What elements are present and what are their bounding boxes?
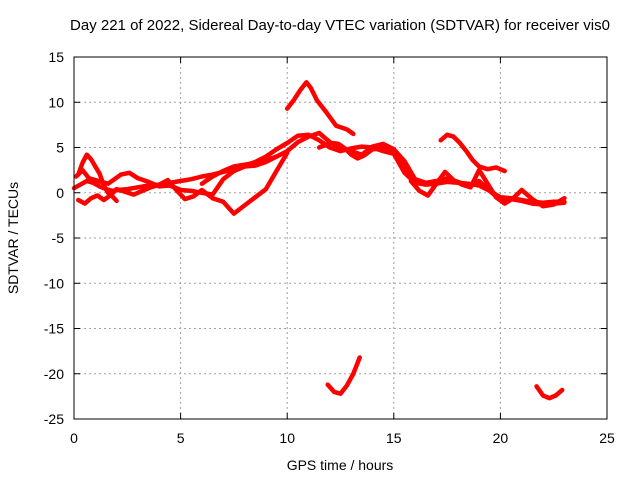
series-line-arc-1: [71, 132, 567, 205]
chart-title: Day 221 of 2022, Sidereal Day-to-day VTE…: [70, 17, 610, 34]
y-tick-label: 10: [48, 94, 64, 110]
y-axis-label: SDTVAR / TECUs: [5, 182, 21, 294]
x-tick-label: 0: [70, 430, 78, 446]
series-line-arc-9: [438, 132, 507, 174]
x-axis-label: GPS time / hours: [287, 457, 394, 473]
y-tick-label: 5: [56, 140, 64, 156]
series-line-arc-6: [284, 80, 356, 137]
series-line-arc-3: [76, 150, 290, 216]
x-tick-label: 25: [599, 430, 615, 446]
y-tick-label: -15: [44, 321, 64, 337]
series-line-arc-4: [76, 152, 119, 204]
y-tick-label: 15: [48, 49, 64, 65]
y-tick-label: -5: [52, 230, 65, 246]
x-tick-label: 15: [386, 430, 402, 446]
x-tick-label: 20: [493, 430, 509, 446]
y-tick-label: -25: [44, 411, 64, 427]
series-line-arc-11: [534, 384, 565, 401]
axis-ticks: 0 5 10 15 20 25 15 10 5 0 -5 -10 -15 -20 -25: [44, 49, 615, 446]
series-line-arc-7: [316, 140, 418, 184]
grid: [74, 57, 607, 419]
series-line-arc-2: [73, 130, 567, 207]
y-tick-label: -10: [44, 275, 64, 291]
series-line-arc-10: [325, 355, 362, 396]
x-tick-label: 10: [279, 430, 295, 446]
y-tick-label: -20: [44, 366, 64, 382]
series-line-arc-8: [408, 167, 567, 209]
data-series-group: [71, 80, 567, 401]
y-tick-label: 0: [56, 185, 64, 201]
x-tick-label: 5: [177, 430, 185, 446]
series-line-arc-5: [199, 154, 279, 186]
